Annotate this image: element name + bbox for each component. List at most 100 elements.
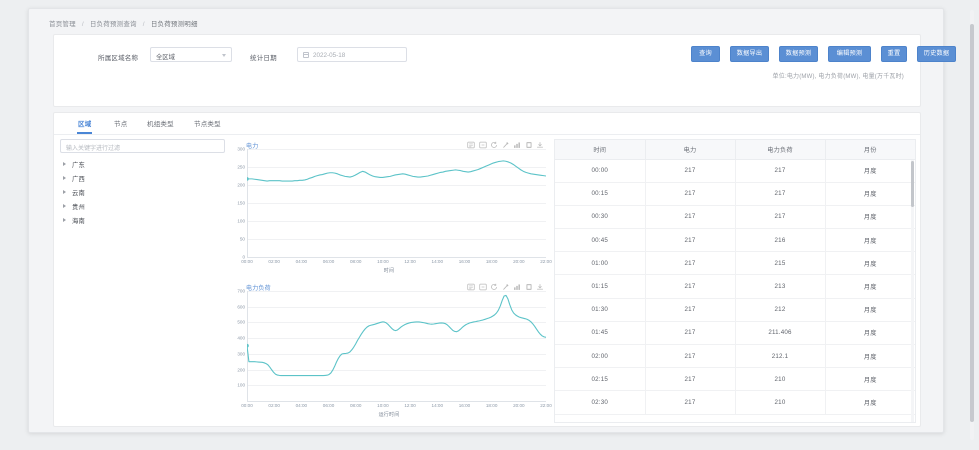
- chevron-right-icon[interactable]: [63, 161, 66, 166]
- grid-line: [247, 167, 546, 168]
- y-axis-labels: 300 250 200 150 100 50 0: [230, 146, 246, 260]
- tab-node-type[interactable]: 节点类型: [194, 121, 221, 128]
- data-table-panel: 时间 电力 电力负荷 月份 00:00 217 217 月度 00:15 217 217 月度 00:…: [554, 139, 916, 423]
- save-image-icon[interactable]: [536, 283, 544, 291]
- tab-unit-type[interactable]: 机组类型: [147, 121, 174, 128]
- table-row[interactable]: 00:00 217 217 月度: [555, 159, 915, 183]
- page-scrollbar-thumb[interactable]: [970, 24, 974, 422]
- table-cell-3: 月度: [825, 251, 915, 276]
- data-zoom-icon[interactable]: [525, 141, 533, 149]
- table-row[interactable]: 02:30 217 210 月度: [555, 390, 915, 415]
- table-cell-0: 01:45: [555, 321, 646, 346]
- table-cell-1: 217: [645, 321, 736, 346]
- table-cell-0: 02:00: [555, 344, 646, 369]
- x-tick-label: 22:00: [540, 403, 552, 408]
- table-row[interactable]: 01:15 217 213 月度: [555, 274, 915, 299]
- edit-forecast-button[interactable]: 编辑预测: [828, 46, 871, 62]
- data-zoom-icon[interactable]: [525, 283, 533, 291]
- table-row[interactable]: 01:30 217 212 月度: [555, 298, 915, 322]
- magic-type-icon[interactable]: [502, 283, 510, 291]
- x-tick-label: 14:00: [431, 259, 444, 264]
- x-axis-line: [247, 401, 546, 402]
- table-row[interactable]: 01:00 217 215 月度: [555, 251, 915, 276]
- chevron-right-icon[interactable]: [63, 217, 66, 222]
- grid-line: [247, 149, 546, 150]
- table-cell-0: 00:30: [555, 205, 646, 230]
- x-tick-label: 02:00: [268, 403, 280, 408]
- grid-line: [247, 306, 546, 308]
- x-tick-label: 14:00: [431, 403, 444, 408]
- tree-node-4[interactable]: 海南: [60, 213, 225, 227]
- table-row[interactable]: 00:30 217 217 月度: [555, 205, 915, 230]
- table-cell-2: 215: [735, 251, 826, 276]
- y-tick-label: 300: [237, 146, 245, 152]
- save-image-icon[interactable]: [536, 141, 544, 149]
- table-cell-0: 00:15: [555, 182, 646, 206]
- breadcrumb-item-0[interactable]: 首页管理: [49, 21, 76, 28]
- export-button[interactable]: 数据导出: [730, 46, 769, 62]
- region-select[interactable]: 全区域: [150, 47, 232, 62]
- tree-node-label: 广西: [72, 176, 85, 183]
- data-view-icon[interactable]: [467, 283, 475, 291]
- chevron-right-icon[interactable]: [63, 203, 66, 208]
- query-button[interactable]: 查询: [691, 46, 720, 62]
- reset-button[interactable]: 重置: [881, 46, 907, 62]
- bar-chart-icon[interactable]: [513, 283, 521, 291]
- y-tick-label: 100: [237, 218, 245, 224]
- tree-node-0[interactable]: 广东: [60, 157, 225, 171]
- units-note: 单位:电力(MW), 电力负荷(MW), 电量(万千瓦时): [772, 74, 904, 80]
- table-cell-1: 217: [645, 367, 736, 392]
- restore-icon[interactable]: [478, 283, 487, 291]
- table-header-3: 月份: [825, 140, 915, 160]
- tree-node-3[interactable]: 贵州: [60, 199, 225, 213]
- tab-node[interactable]: 节点: [114, 121, 128, 128]
- tab-region[interactable]: 区域: [76, 118, 93, 134]
- region-label: 所属区域名称: [98, 55, 139, 62]
- filter-row: 所属区域名称 全区域 统计日期 2022-05-18 查询 数据导出 数据预测 …: [54, 35, 956, 79]
- forecast-button[interactable]: 数据预测: [779, 46, 818, 62]
- table-cell-2: 211.406: [735, 321, 826, 346]
- y-tick-label: 400: [237, 335, 245, 341]
- chart-load-plot: 700 600 500 400 300 200 100 00:00 02:00 04:00 06:0…: [230, 289, 551, 423]
- table-cell-3: 月度: [825, 228, 915, 253]
- series-line: [247, 294, 546, 377]
- refresh-icon[interactable]: [490, 141, 498, 149]
- chart-load-toolbox[interactable]: [467, 283, 544, 291]
- restore-icon[interactable]: [478, 141, 487, 149]
- data-view-icon[interactable]: [467, 141, 475, 149]
- tree-node-2[interactable]: 云南: [60, 185, 225, 199]
- table-cell-0: 01:30: [555, 298, 646, 322]
- chart-power-toolbox[interactable]: [467, 141, 544, 149]
- table-row[interactable]: 00:45 217 216 月度: [555, 228, 915, 253]
- grid-line: [247, 338, 546, 340]
- table-row[interactable]: 02:15 217 210 月度: [555, 367, 915, 392]
- chart-series-layer: [247, 294, 546, 377]
- table-body: 00:00 217 217 月度 00:15 217 217 月度 00:30 217 217 月度 0…: [555, 159, 915, 415]
- table-row[interactable]: 02:00 217 212.1 月度: [555, 344, 915, 369]
- table-cell-3: 月度: [825, 298, 915, 322]
- table-row[interactable]: 00:15 217 217 月度: [555, 182, 915, 206]
- tree-search-placeholder: 输入关键字进行过滤: [66, 146, 121, 153]
- tree-node-label: 海南: [72, 218, 85, 225]
- chevron-right-icon[interactable]: [63, 175, 66, 180]
- tree-search-input[interactable]: 输入关键字进行过滤: [60, 139, 225, 153]
- bar-chart-icon[interactable]: [513, 141, 521, 149]
- magic-type-icon[interactable]: [502, 141, 510, 149]
- table-cell-3: 月度: [825, 205, 915, 230]
- breadcrumb-item-1[interactable]: 日负荷预测查询: [89, 21, 137, 28]
- tree-node-1[interactable]: 广西: [60, 171, 225, 185]
- table-row[interactable]: 01:45 217 211.406 月度: [555, 321, 915, 346]
- table-scrollbar[interactable]: [910, 160, 914, 422]
- grid-line: [247, 353, 546, 355]
- y-tick-label: 600: [237, 304, 245, 310]
- chevron-right-icon[interactable]: [63, 189, 66, 194]
- table-scrollbar-thumb[interactable]: [910, 161, 914, 207]
- history-button[interactable]: 历史数据: [917, 46, 956, 62]
- x-tick-label: 18:00: [485, 403, 498, 408]
- page-scrollbar[interactable]: [970, 10, 974, 440]
- grid-line: [247, 322, 546, 324]
- date-input[interactable]: 2022-05-18: [297, 47, 407, 62]
- x-tick-label: 08:00: [349, 403, 362, 408]
- breadcrumb-separator: /: [81, 21, 84, 28]
- refresh-icon[interactable]: [490, 283, 498, 291]
